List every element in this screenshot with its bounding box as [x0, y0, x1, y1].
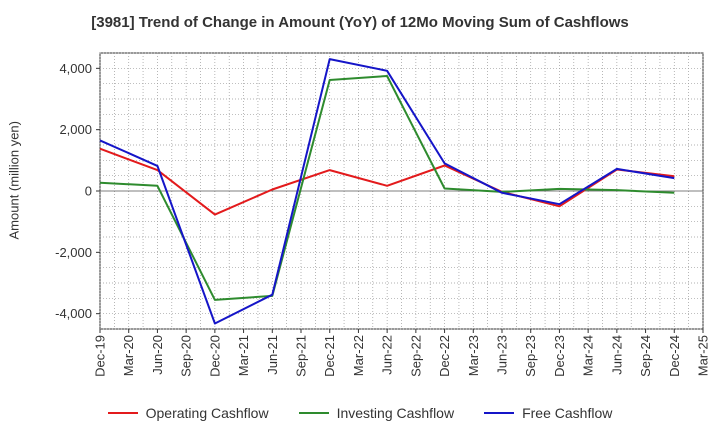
- legend: Operating Cashflow Investing Cashflow Fr…: [0, 405, 720, 421]
- x-tick-label: Mar-25: [696, 335, 711, 376]
- x-tick-label: Jun-22: [380, 335, 395, 375]
- y-tick-label: 0: [85, 184, 92, 199]
- legend-item-investing[interactable]: Investing Cashflow: [298, 405, 455, 421]
- legend-label-investing: Investing Cashflow: [336, 405, 455, 421]
- y-tick-label: 2,000: [59, 122, 92, 137]
- x-tick-label: Sep-24: [638, 335, 653, 377]
- legend-swatch-free: [484, 412, 515, 414]
- legend-item-free[interactable]: Free Cashflow: [484, 405, 612, 421]
- x-tick-label: Mar-24: [581, 335, 596, 376]
- series-line-investing-cashflow: [99, 75, 675, 301]
- x-tick-label: Dec-22: [437, 335, 452, 377]
- x-tick-label: Jun-23: [495, 335, 510, 375]
- x-tick-label: Jun-20: [150, 335, 165, 375]
- x-tick-label: Sep-22: [408, 335, 423, 377]
- series-line-operating-cashflow: [99, 147, 675, 216]
- legend-item-operating[interactable]: Operating Cashflow: [107, 405, 269, 421]
- y-tick-label: 4,000: [59, 61, 92, 76]
- x-tick-label: Mar-20: [121, 335, 136, 376]
- legend-swatch-investing: [298, 412, 329, 414]
- x-tick-label: Dec-21: [322, 335, 337, 377]
- x-tick-label: Dec-24: [667, 335, 682, 377]
- y-tick-label: -4,000: [55, 306, 92, 321]
- x-tick-label: Sep-23: [523, 335, 538, 377]
- y-tick-label: -2,000: [55, 245, 92, 260]
- x-tick-label: Mar-23: [466, 335, 481, 376]
- series-line-free-cashflow: [99, 58, 675, 325]
- x-tick-label: Sep-20: [179, 335, 194, 377]
- series-layer: [99, 58, 675, 325]
- legend-label-free: Free Cashflow: [522, 405, 613, 421]
- chart-title: [3981] Trend of Change in Amount (YoY) o…: [91, 14, 629, 31]
- x-tick-label: Dec-23: [552, 335, 567, 377]
- x-tick-label: Dec-19: [93, 335, 108, 377]
- x-tick-label: Sep-21: [294, 335, 309, 377]
- x-tick-label: Dec-20: [207, 335, 222, 377]
- x-tick-label: Mar-21: [236, 335, 251, 376]
- legend-swatch-operating: [107, 412, 138, 414]
- x-tick-label: Jun-24: [609, 335, 624, 375]
- x-tick-label: Mar-22: [351, 335, 366, 376]
- x-tick-label: Jun-21: [265, 335, 280, 375]
- legend-label-operating: Operating Cashflow: [145, 405, 269, 421]
